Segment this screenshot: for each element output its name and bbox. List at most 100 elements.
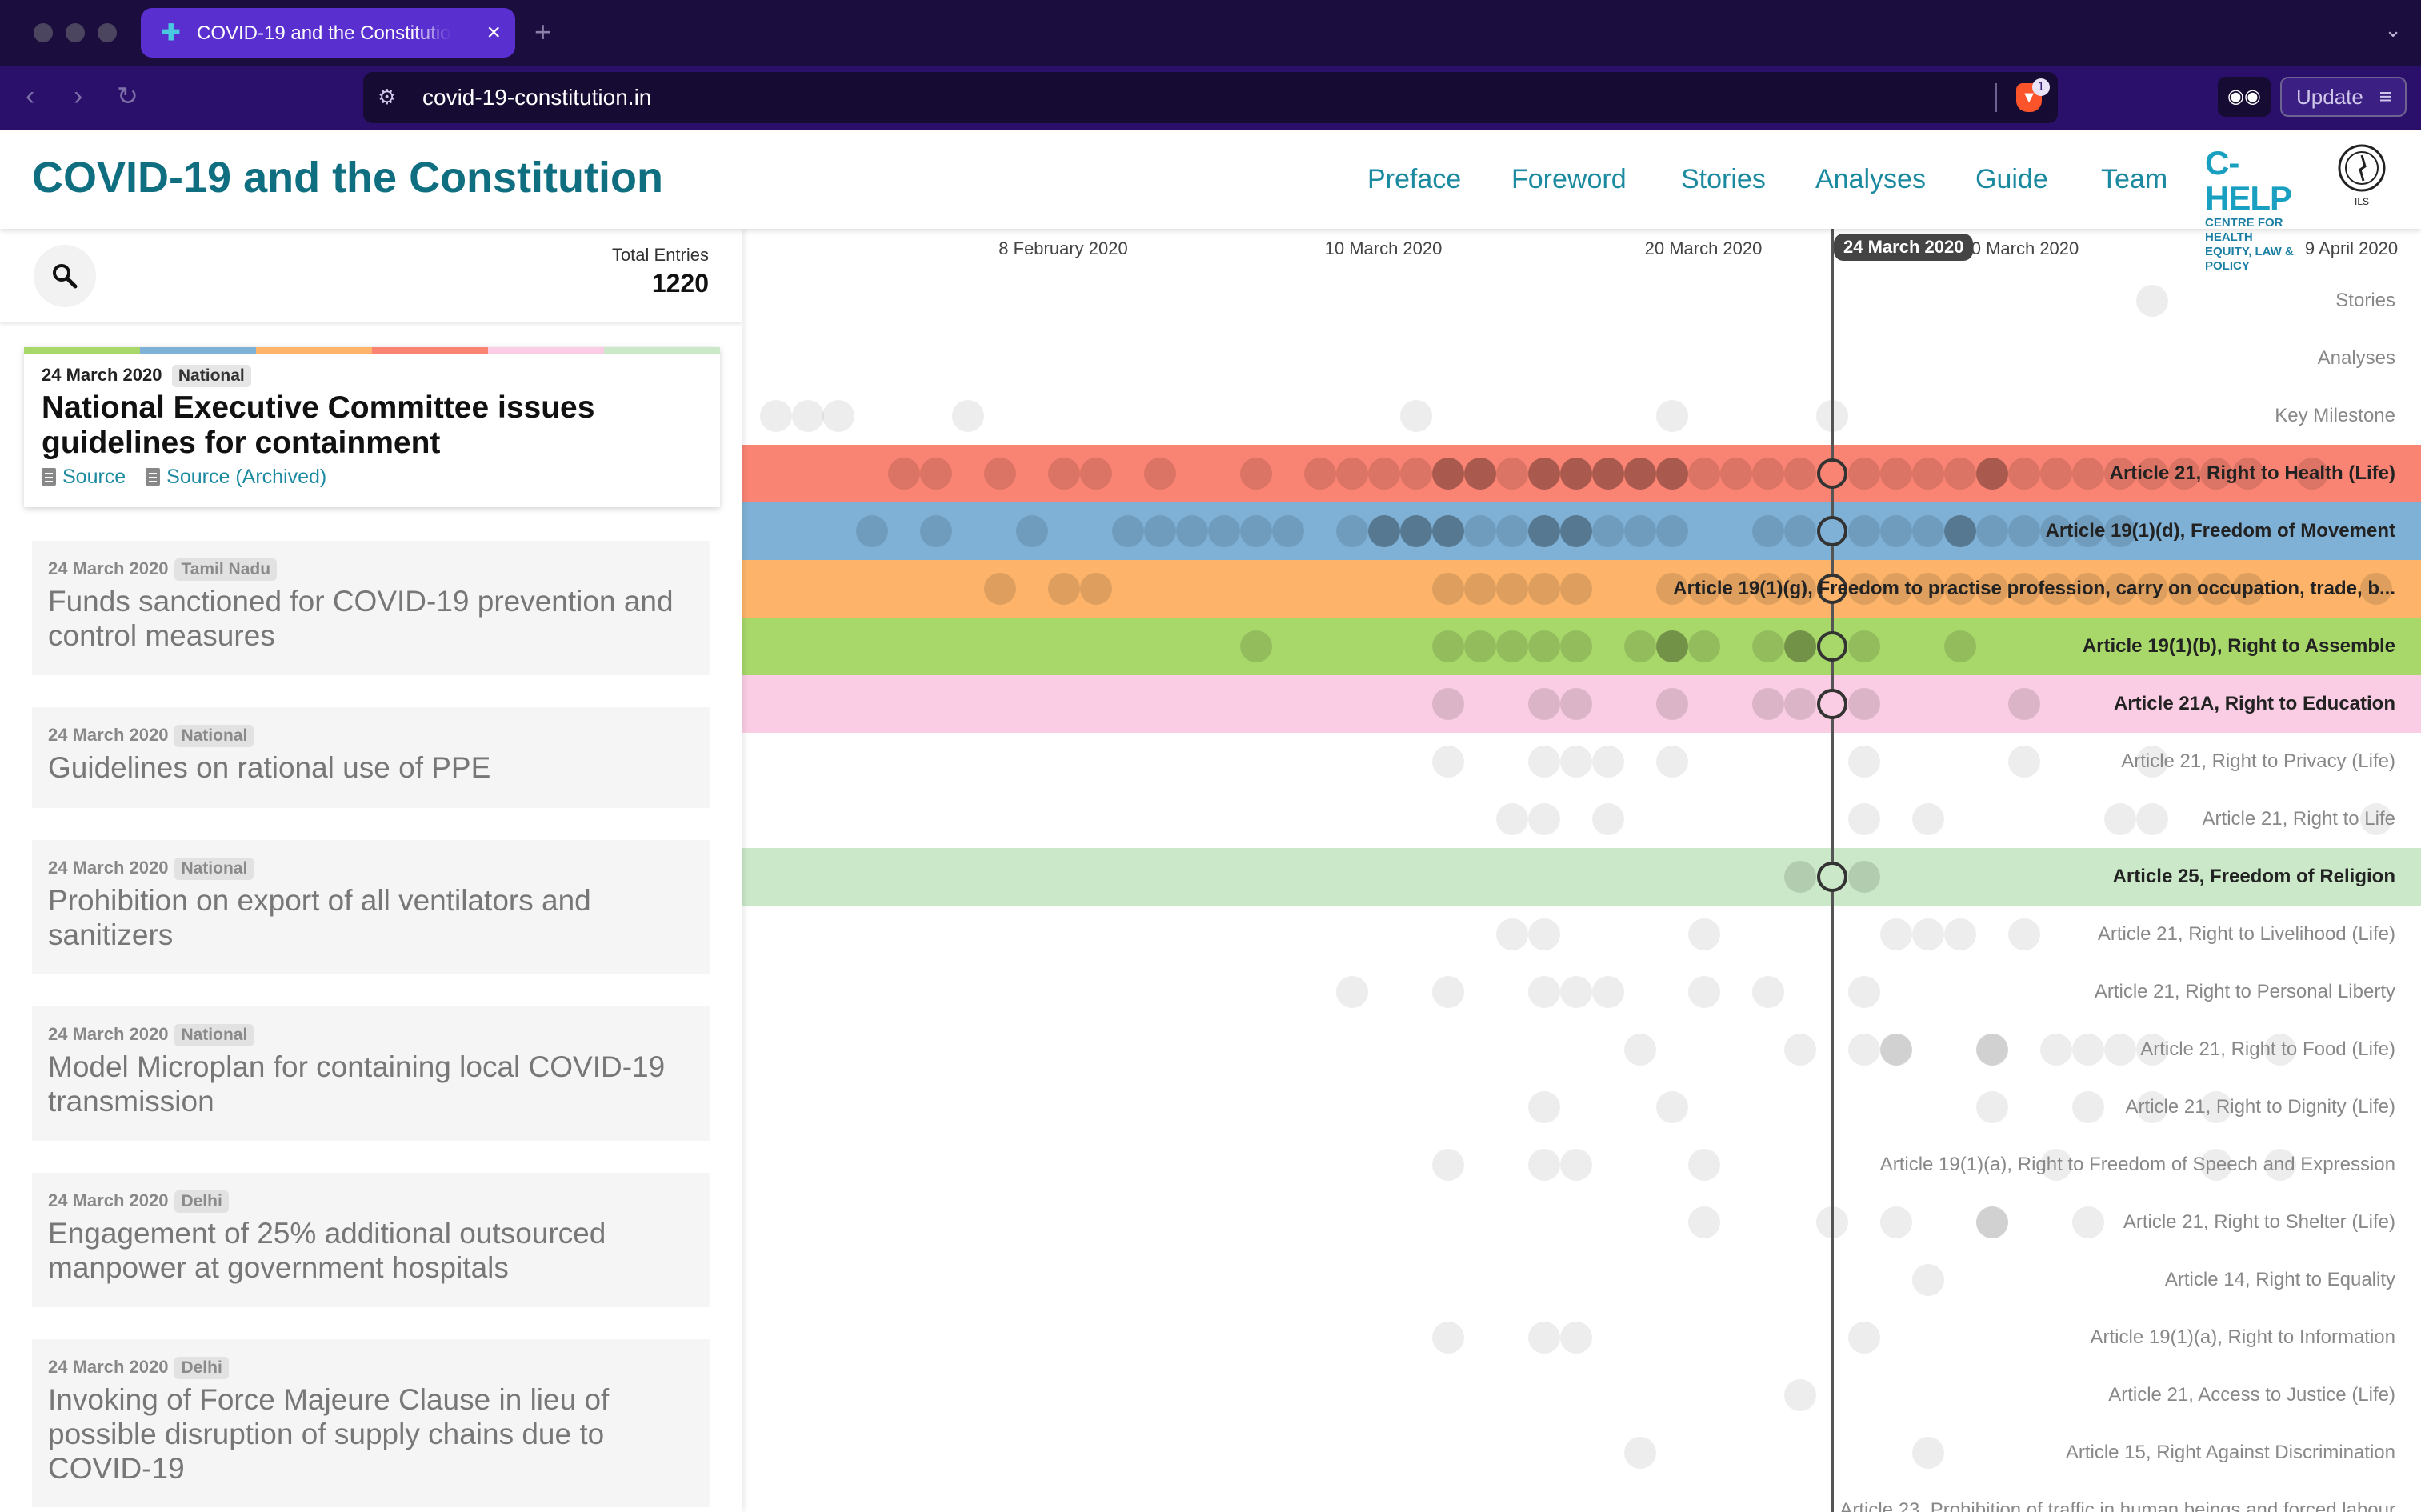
timeline-event-dot[interactable] [1592, 746, 1624, 778]
timeline-event-dot[interactable] [2168, 458, 2200, 490]
timeline-event-dot[interactable] [1944, 573, 1976, 605]
timeline-event-dot[interactable] [1912, 1437, 1944, 1469]
timeline-event-dot[interactable] [1368, 458, 1400, 490]
timeline-event-dot[interactable] [1912, 515, 1944, 547]
timeline-event-dot[interactable] [1912, 803, 1944, 835]
timeline-event-dot[interactable] [1016, 515, 1048, 547]
timeline-event-dot[interactable] [1560, 630, 1592, 662]
timeline-event-dot[interactable] [1528, 976, 1560, 1008]
timeline-event-dot[interactable] [1528, 918, 1560, 950]
timeline-event-dot[interactable] [1688, 1206, 1720, 1238]
timeline-event-dot[interactable] [1240, 630, 1272, 662]
timeline-event-dot[interactable] [2200, 458, 2232, 490]
timeline-event-dot[interactable] [1048, 573, 1080, 605]
timeline-event-dot[interactable] [1656, 1091, 1688, 1123]
timeline-event-dot[interactable] [2040, 573, 2072, 605]
timeline-event-dot[interactable] [1880, 573, 1912, 605]
timeline-event-dot[interactable] [1528, 515, 1560, 547]
timeline-event-dot[interactable] [1368, 515, 1400, 547]
window-close-button[interactable] [34, 23, 53, 42]
timeline-event-dot[interactable] [1464, 515, 1496, 547]
timeline-event-dot[interactable] [984, 573, 1016, 605]
timeline-row-label[interactable]: Article 21, Right to Privacy (Life) [2121, 750, 2395, 772]
timeline-event-dot[interactable] [1848, 1034, 1880, 1066]
timeline-event-dot[interactable] [1432, 458, 1464, 490]
timeline-event-dot[interactable] [1656, 515, 1688, 547]
timeline-event-dot[interactable] [2104, 515, 2136, 547]
timeline-event-dot[interactable] [2200, 1149, 2232, 1181]
timeline-row[interactable]: Article 19(1)(g), Freedom to practise pr… [742, 560, 2421, 618]
timeline-row[interactable]: Article 15, Right Against Discrimination [742, 1424, 2421, 1482]
timeline-event-dot[interactable] [2104, 1034, 2136, 1066]
timeline-row[interactable]: Article 21, Access to Justice (Life) [742, 1366, 2421, 1424]
timeline-event-dot[interactable] [1912, 458, 1944, 490]
timeline-event-dot[interactable] [1528, 803, 1560, 835]
timeline-event-dot[interactable] [1080, 458, 1112, 490]
nav-link-guide[interactable]: Guide [1975, 164, 2048, 194]
timeline-event-dot[interactable] [2104, 458, 2136, 490]
search-button[interactable] [34, 245, 96, 307]
current-event-ring[interactable] [1817, 574, 1847, 604]
current-event-ring[interactable] [1817, 631, 1847, 662]
timeline-event-dot[interactable] [920, 458, 952, 490]
timeline-event-dot[interactable] [2136, 458, 2168, 490]
new-tab-button[interactable]: + [534, 15, 552, 48]
timeline-event-dot[interactable] [1080, 573, 1112, 605]
timeline-event-dot[interactable] [2136, 1091, 2168, 1123]
timeline-row[interactable]: Article 19(1)(d), Freedom of Movement [742, 502, 2421, 560]
timeline-event-dot[interactable] [1432, 1149, 1464, 1181]
timeline-row-label[interactable]: Stories [2335, 290, 2395, 311]
timeline-row-label[interactable]: Article 21, Right to Health (Life) [2109, 462, 2395, 484]
tab-list-chevron-down-icon[interactable]: ⌄ [2384, 18, 2402, 42]
timeline-event-dot[interactable] [2072, 573, 2104, 605]
timeline-event-dot[interactable] [1048, 458, 1080, 490]
timeline-event-dot[interactable] [1784, 515, 1816, 547]
timeline-row[interactable]: Key Milestone [742, 387, 2421, 445]
timeline-event-dot[interactable] [1880, 515, 1912, 547]
timeline-event-dot[interactable] [1560, 688, 1592, 720]
back-arrow-icon[interactable]: ‹ [26, 81, 35, 111]
timeline-event-dot[interactable] [1848, 458, 1880, 490]
timeline-event-dot[interactable] [1496, 458, 1528, 490]
timeline-event-dot[interactable] [2008, 746, 2040, 778]
timeline-row[interactable]: Article 21, Right to Health (Life) [742, 445, 2421, 502]
timeline-event-dot[interactable] [1432, 1322, 1464, 1354]
timeline-event-dot[interactable] [1752, 976, 1784, 1008]
timeline-event-dot[interactable] [1560, 976, 1592, 1008]
timeline-row[interactable]: Article 25, Freedom of Religion [742, 848, 2421, 906]
timeline-event-dot[interactable] [1496, 573, 1528, 605]
timeline-event-dot[interactable] [1944, 630, 1976, 662]
timeline-row-label[interactable]: Article 21A, Right to Education [2113, 693, 2395, 714]
timeline-event-dot[interactable] [1880, 458, 1912, 490]
current-event-ring[interactable] [1817, 689, 1847, 719]
timeline-event-dot[interactable] [1560, 458, 1592, 490]
timeline-event-dot[interactable] [1624, 1437, 1656, 1469]
list-item[interactable]: 24 March 2020 Delhi Invoking of Force Maj… [32, 1339, 710, 1507]
timeline-event-dot[interactable] [2040, 1149, 2072, 1181]
update-menu-button[interactable]: Update ≡ [2280, 77, 2407, 117]
timeline-event-dot[interactable] [952, 400, 984, 432]
nav-link-stories[interactable]: Stories [1681, 164, 1766, 194]
timeline-row[interactable]: Article 19(1)(a), Right to Information [742, 1309, 2421, 1366]
timeline-event-dot[interactable] [1144, 458, 1176, 490]
timeline-row-label[interactable]: Article 19(1)(a), Right to Information [2090, 1326, 2395, 1348]
timeline-event-dot[interactable] [2040, 1034, 2072, 1066]
timeline-event-dot[interactable] [1432, 746, 1464, 778]
timeline-event-dot[interactable] [1880, 918, 1912, 950]
timeline-event-dot[interactable] [1528, 688, 1560, 720]
timeline-event-dot[interactable] [1464, 573, 1496, 605]
timeline-event-dot[interactable] [1560, 515, 1592, 547]
timeline-event-dot[interactable] [1944, 458, 1976, 490]
timeline-event-dot[interactable] [1848, 803, 1880, 835]
timeline-event-dot[interactable] [1976, 573, 2008, 605]
timeline-event-dot[interactable] [1656, 746, 1688, 778]
timeline-event-dot[interactable] [1880, 1206, 1912, 1238]
timeline-event-dot[interactable] [1944, 515, 1976, 547]
timeline-event-dot[interactable] [2008, 515, 2040, 547]
timeline-row-label[interactable]: Article 14, Right to Equality [2164, 1269, 2395, 1290]
timeline-event-dot[interactable] [1528, 746, 1560, 778]
timeline-event-dot[interactable] [1656, 573, 1688, 605]
timeline-event-dot[interactable] [1784, 688, 1816, 720]
timeline-event-dot[interactable] [2008, 458, 2040, 490]
timeline-event-dot[interactable] [856, 515, 888, 547]
